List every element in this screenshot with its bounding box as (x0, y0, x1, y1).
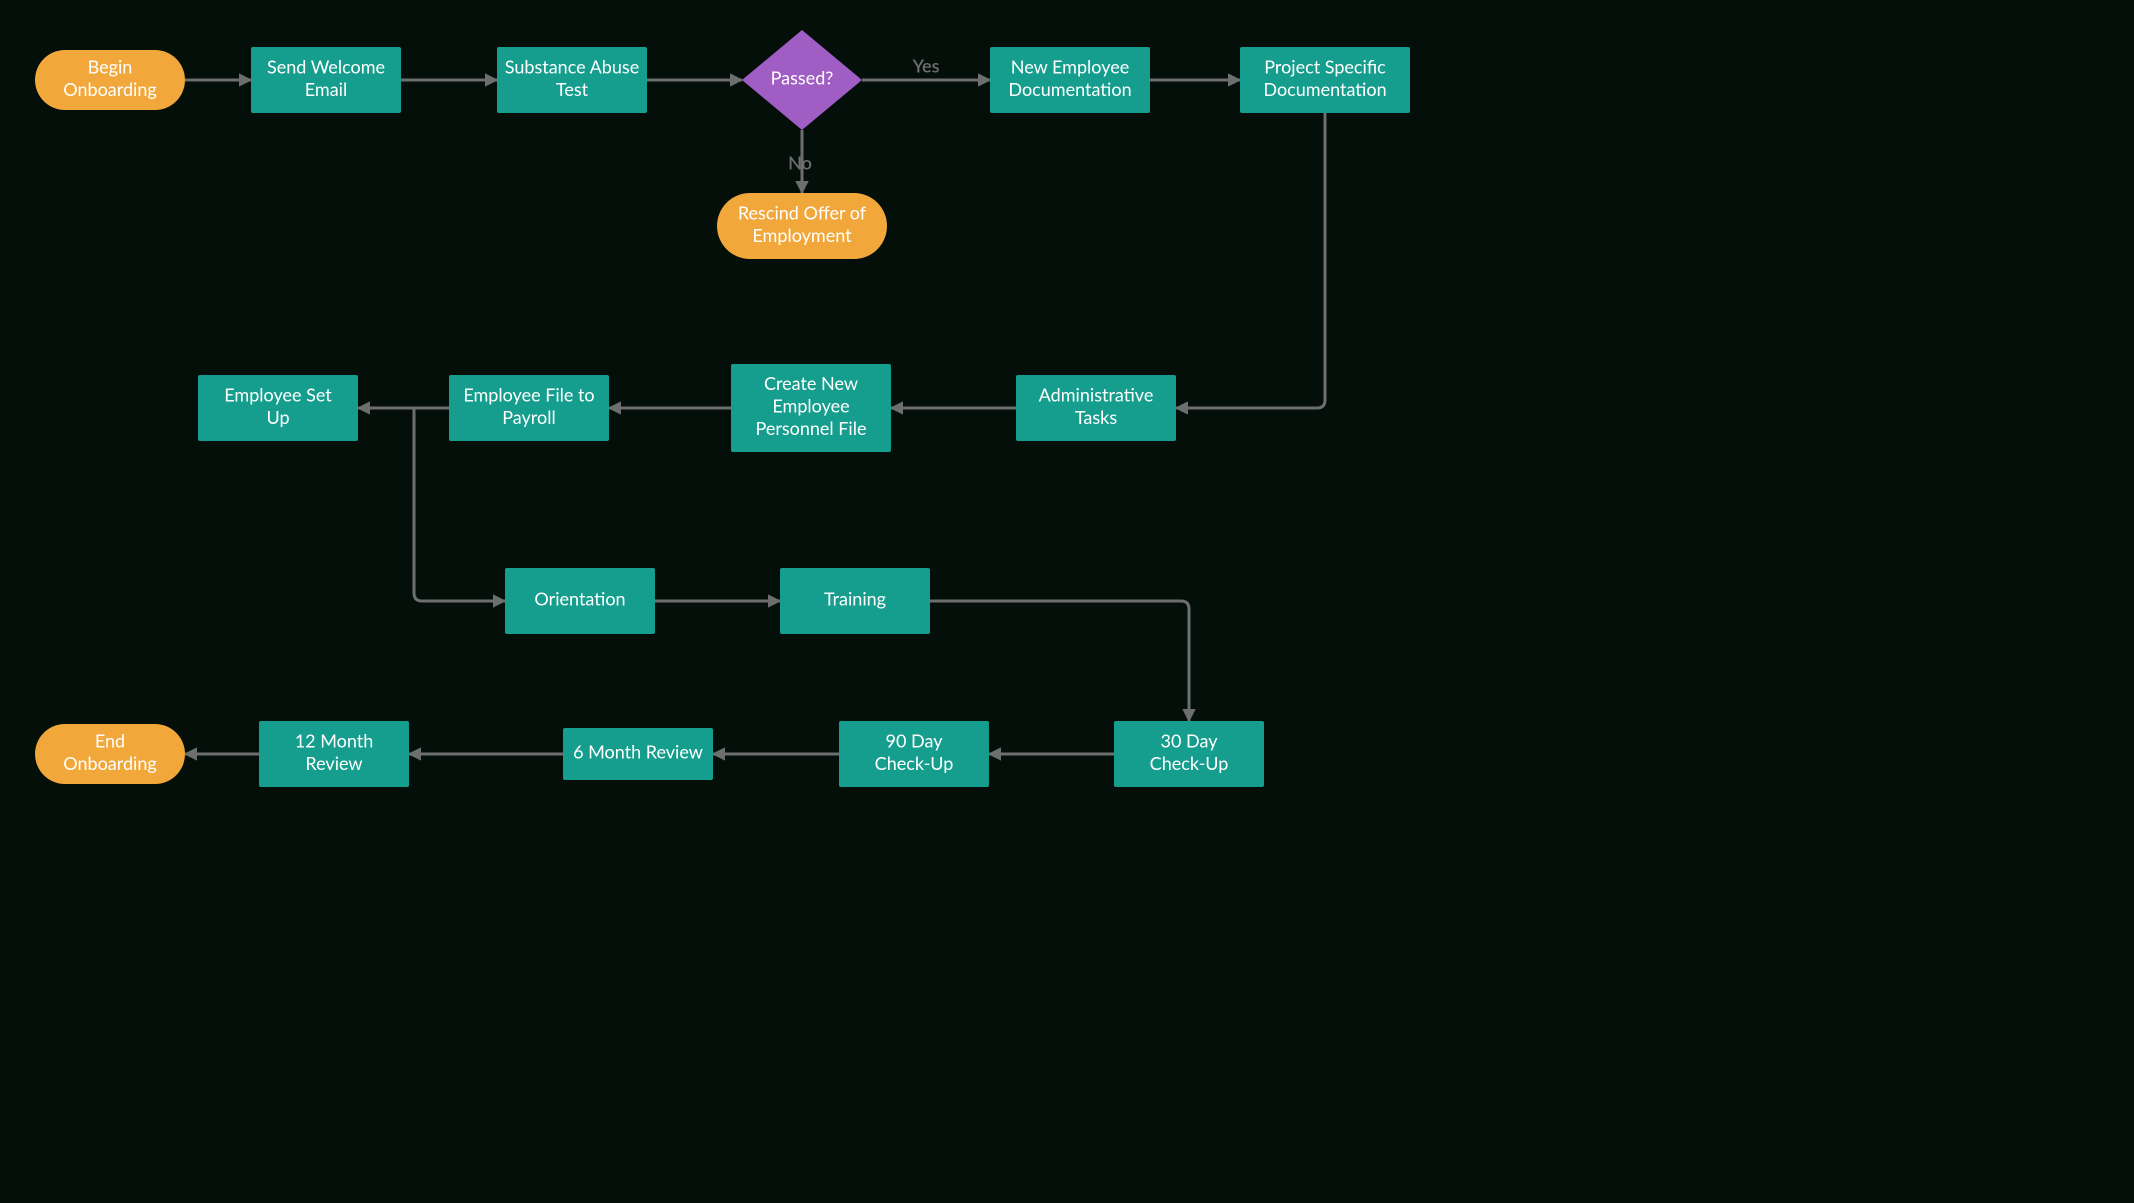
node-admin-label: Administrative (1039, 383, 1154, 405)
node-rev12-label: 12 Month (295, 729, 374, 751)
edge-label-passed-newempdoc: Yes (912, 55, 940, 77)
node-admin: AdministrativeTasks (1016, 375, 1176, 441)
node-check30-label: 30 Day (1161, 729, 1219, 751)
node-orientation: Orientation (505, 568, 655, 634)
node-createfile: Create NewEmployeePersonnel File (731, 364, 891, 452)
node-end: EndOnboarding (35, 724, 185, 784)
node-begin: BeginOnboarding (35, 50, 185, 110)
node-empsetup: Employee SetUp (198, 375, 358, 441)
node-end-label: Onboarding (63, 752, 157, 774)
node-newempdoc-label: Documentation (1008, 78, 1131, 100)
node-rev12: 12 MonthReview (259, 721, 409, 787)
node-rescind-label: Employment (752, 224, 852, 246)
node-check30: 30 DayCheck-Up (1114, 721, 1264, 787)
node-check90: 90 DayCheck-Up (839, 721, 989, 787)
node-admin-label: Tasks (1075, 406, 1117, 428)
node-substance-label: Substance Abuse (505, 55, 639, 77)
node-projdoc: Project SpecificDocumentation (1240, 47, 1410, 113)
node-rev6-label: 6 Month Review (573, 741, 703, 763)
node-newempdoc-label: New Employee (1011, 55, 1130, 77)
node-createfile-label: Personnel File (756, 417, 867, 439)
node-empsetup-label: Up (266, 406, 289, 428)
node-rescind-label: Rescind Offer of (738, 201, 867, 223)
node-substance-label: Test (556, 78, 589, 100)
node-welcome-label: Email (305, 78, 347, 100)
edge-label-passed-rescind: No (788, 152, 812, 174)
node-check90-label: 90 Day (886, 729, 944, 751)
node-rev6: 6 Month Review (563, 728, 713, 780)
node-training-label: Training (824, 588, 886, 610)
onboarding-flowchart: YesNoBeginOnboardingSend WelcomeEmailSub… (0, 0, 2134, 821)
node-createfile-label: Create New (764, 372, 858, 394)
flowchart-canvas: YesNoBeginOnboardingSend WelcomeEmailSub… (0, 0, 1548, 821)
node-check90-label: Check-Up (875, 752, 954, 774)
node-rev12-label: Review (305, 752, 362, 774)
node-empsetup-label: Employee Set (224, 383, 332, 405)
node-projdoc-label: Documentation (1263, 78, 1386, 100)
node-end-label: End (95, 729, 125, 751)
node-createfile-label: Employee (772, 395, 849, 417)
node-check30-label: Check-Up (1150, 752, 1229, 774)
node-newempdoc: New EmployeeDocumentation (990, 47, 1150, 113)
node-begin-label: Begin (88, 55, 133, 77)
node-payroll-label: Payroll (502, 406, 555, 428)
node-begin-label: Onboarding (63, 78, 157, 100)
node-payroll-label: Employee File to (463, 383, 594, 405)
node-welcome: Send WelcomeEmail (251, 47, 401, 113)
node-rescind: Rescind Offer ofEmployment (717, 193, 887, 259)
node-projdoc-label: Project Specific (1264, 55, 1386, 77)
node-orientation-label: Orientation (534, 588, 625, 610)
node-welcome-label: Send Welcome (267, 55, 385, 77)
node-training: Training (780, 568, 930, 634)
node-substance: Substance AbuseTest (497, 47, 647, 113)
node-payroll: Employee File toPayroll (449, 375, 609, 441)
node-passed-label: Passed? (771, 67, 834, 89)
